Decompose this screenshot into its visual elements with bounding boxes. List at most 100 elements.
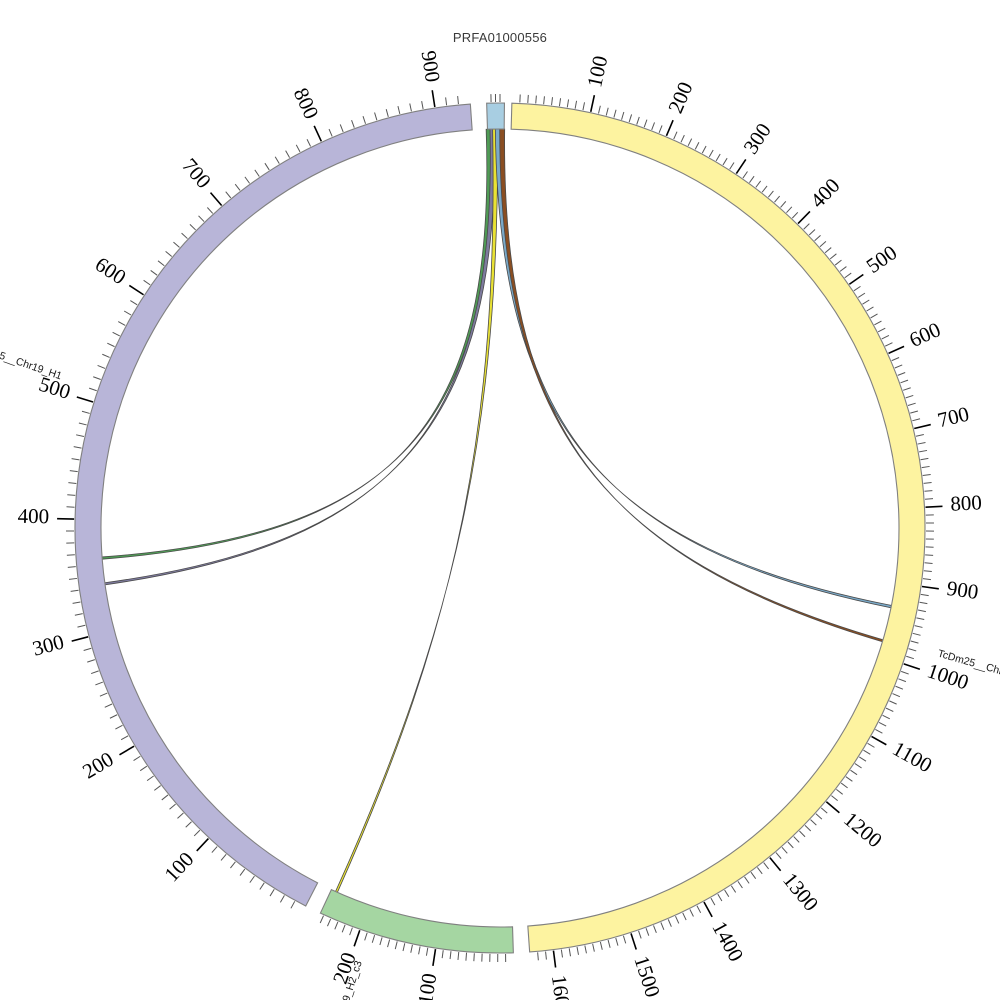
minor-tick — [254, 169, 260, 177]
segment-name-label-chr19h1: TcDm25__Chr19_H1 — [0, 339, 63, 382]
minor-tick — [264, 162, 270, 171]
minor-tick — [421, 101, 424, 110]
minor-tick — [643, 119, 648, 128]
minor-tick — [786, 206, 793, 214]
tick-label: 100 — [159, 847, 198, 886]
minor-tick — [584, 945, 587, 954]
segment-arcs-layer — [74, 102, 926, 954]
minor-tick — [892, 693, 901, 698]
tick-label: 1300 — [778, 868, 823, 916]
minor-tick — [787, 841, 794, 849]
major-tick — [196, 837, 209, 852]
minor-tick — [102, 353, 110, 358]
minor-tick — [722, 157, 728, 166]
major-tick — [589, 94, 596, 112]
chromosome-segment-chr31h1c1[interactable] — [510, 102, 926, 953]
minor-tick — [900, 379, 909, 384]
synteny-link-yellow[interactable] — [334, 128, 499, 893]
minor-tick — [878, 721, 887, 727]
minor-tick — [819, 241, 827, 248]
minor-tick — [917, 609, 926, 613]
minor-tick — [607, 939, 611, 948]
minor-tick — [181, 232, 188, 239]
minor-tick — [916, 617, 925, 621]
minor-tick — [76, 434, 85, 438]
minor-tick — [863, 749, 871, 755]
minor-tick — [445, 97, 448, 106]
minor-tick — [133, 755, 141, 761]
synteny-link-purple[interactable] — [104, 128, 496, 586]
chromosome-segment-chr19h2c3[interactable] — [319, 888, 514, 954]
minor-tick — [328, 128, 333, 137]
tick-label: 800 — [950, 490, 983, 516]
minor-tick — [923, 570, 932, 573]
minor-tick — [285, 150, 291, 158]
minor-tick — [592, 943, 595, 952]
minor-tick — [870, 313, 878, 319]
minor-tick — [397, 106, 401, 115]
minor-tick — [104, 703, 113, 708]
minor-tick — [150, 270, 158, 276]
minor-tick — [239, 868, 246, 876]
minor-tick — [130, 300, 138, 306]
minor-tick — [924, 490, 933, 492]
minor-tick — [146, 775, 154, 782]
chromosome-segment-prfa556[interactable] — [486, 102, 506, 130]
minor-tick — [558, 98, 562, 107]
tick-label: 400 — [805, 173, 844, 212]
chromosome-segment-chr19h1[interactable] — [74, 103, 473, 907]
major-tick — [665, 119, 674, 137]
minor-tick — [117, 321, 126, 326]
minor-tick — [574, 100, 578, 109]
minor-tick — [808, 229, 816, 236]
minor-tick — [457, 951, 460, 961]
minor-tick — [885, 342, 893, 347]
minor-tick — [694, 142, 700, 150]
tick-label: 800 — [289, 84, 324, 123]
minor-tick — [582, 102, 586, 111]
minor-tick — [97, 364, 106, 369]
minor-tick — [73, 446, 82, 449]
tick-label: 900 — [945, 576, 979, 604]
minor-tick — [891, 357, 900, 362]
minor-tick — [900, 670, 909, 675]
minor-tick — [249, 875, 255, 883]
minor-tick — [220, 854, 227, 861]
minor-tick — [857, 292, 866, 298]
axis-ticks-layer — [57, 90, 943, 968]
minor-tick — [622, 935, 627, 944]
major-tick — [903, 663, 921, 671]
minor-tick — [658, 125, 663, 134]
minor-tick — [72, 601, 81, 604]
minor-tick — [349, 927, 353, 936]
minor-tick — [730, 885, 737, 893]
minor-tick — [598, 105, 601, 114]
minor-tick — [803, 223, 810, 230]
minor-tick — [791, 211, 799, 219]
minor-tick — [919, 449, 928, 453]
minor-tick — [793, 836, 800, 843]
minor-tick — [915, 434, 924, 437]
minor-tick — [269, 889, 275, 897]
minor-tick — [165, 250, 173, 257]
minor-tick — [653, 925, 657, 934]
minor-tick — [682, 912, 687, 921]
minor-tick — [874, 320, 882, 326]
minor-tick — [673, 131, 678, 140]
minor-tick — [810, 819, 817, 826]
minor-tick — [112, 331, 120, 337]
minor-tick — [409, 103, 412, 112]
tick-label: 1500 — [629, 953, 665, 1000]
minor-tick — [844, 272, 852, 279]
minor-tick — [763, 862, 770, 870]
minor-tick — [161, 794, 169, 801]
minor-tick — [615, 937, 619, 946]
minor-tick — [74, 613, 83, 616]
minor-tick — [143, 279, 151, 286]
minor-tick — [154, 785, 161, 791]
synteny-link-green[interactable] — [101, 128, 493, 560]
major-tick — [925, 505, 943, 508]
minor-tick — [717, 893, 723, 902]
minor-tick — [920, 457, 929, 461]
minor-tick — [177, 812, 184, 819]
